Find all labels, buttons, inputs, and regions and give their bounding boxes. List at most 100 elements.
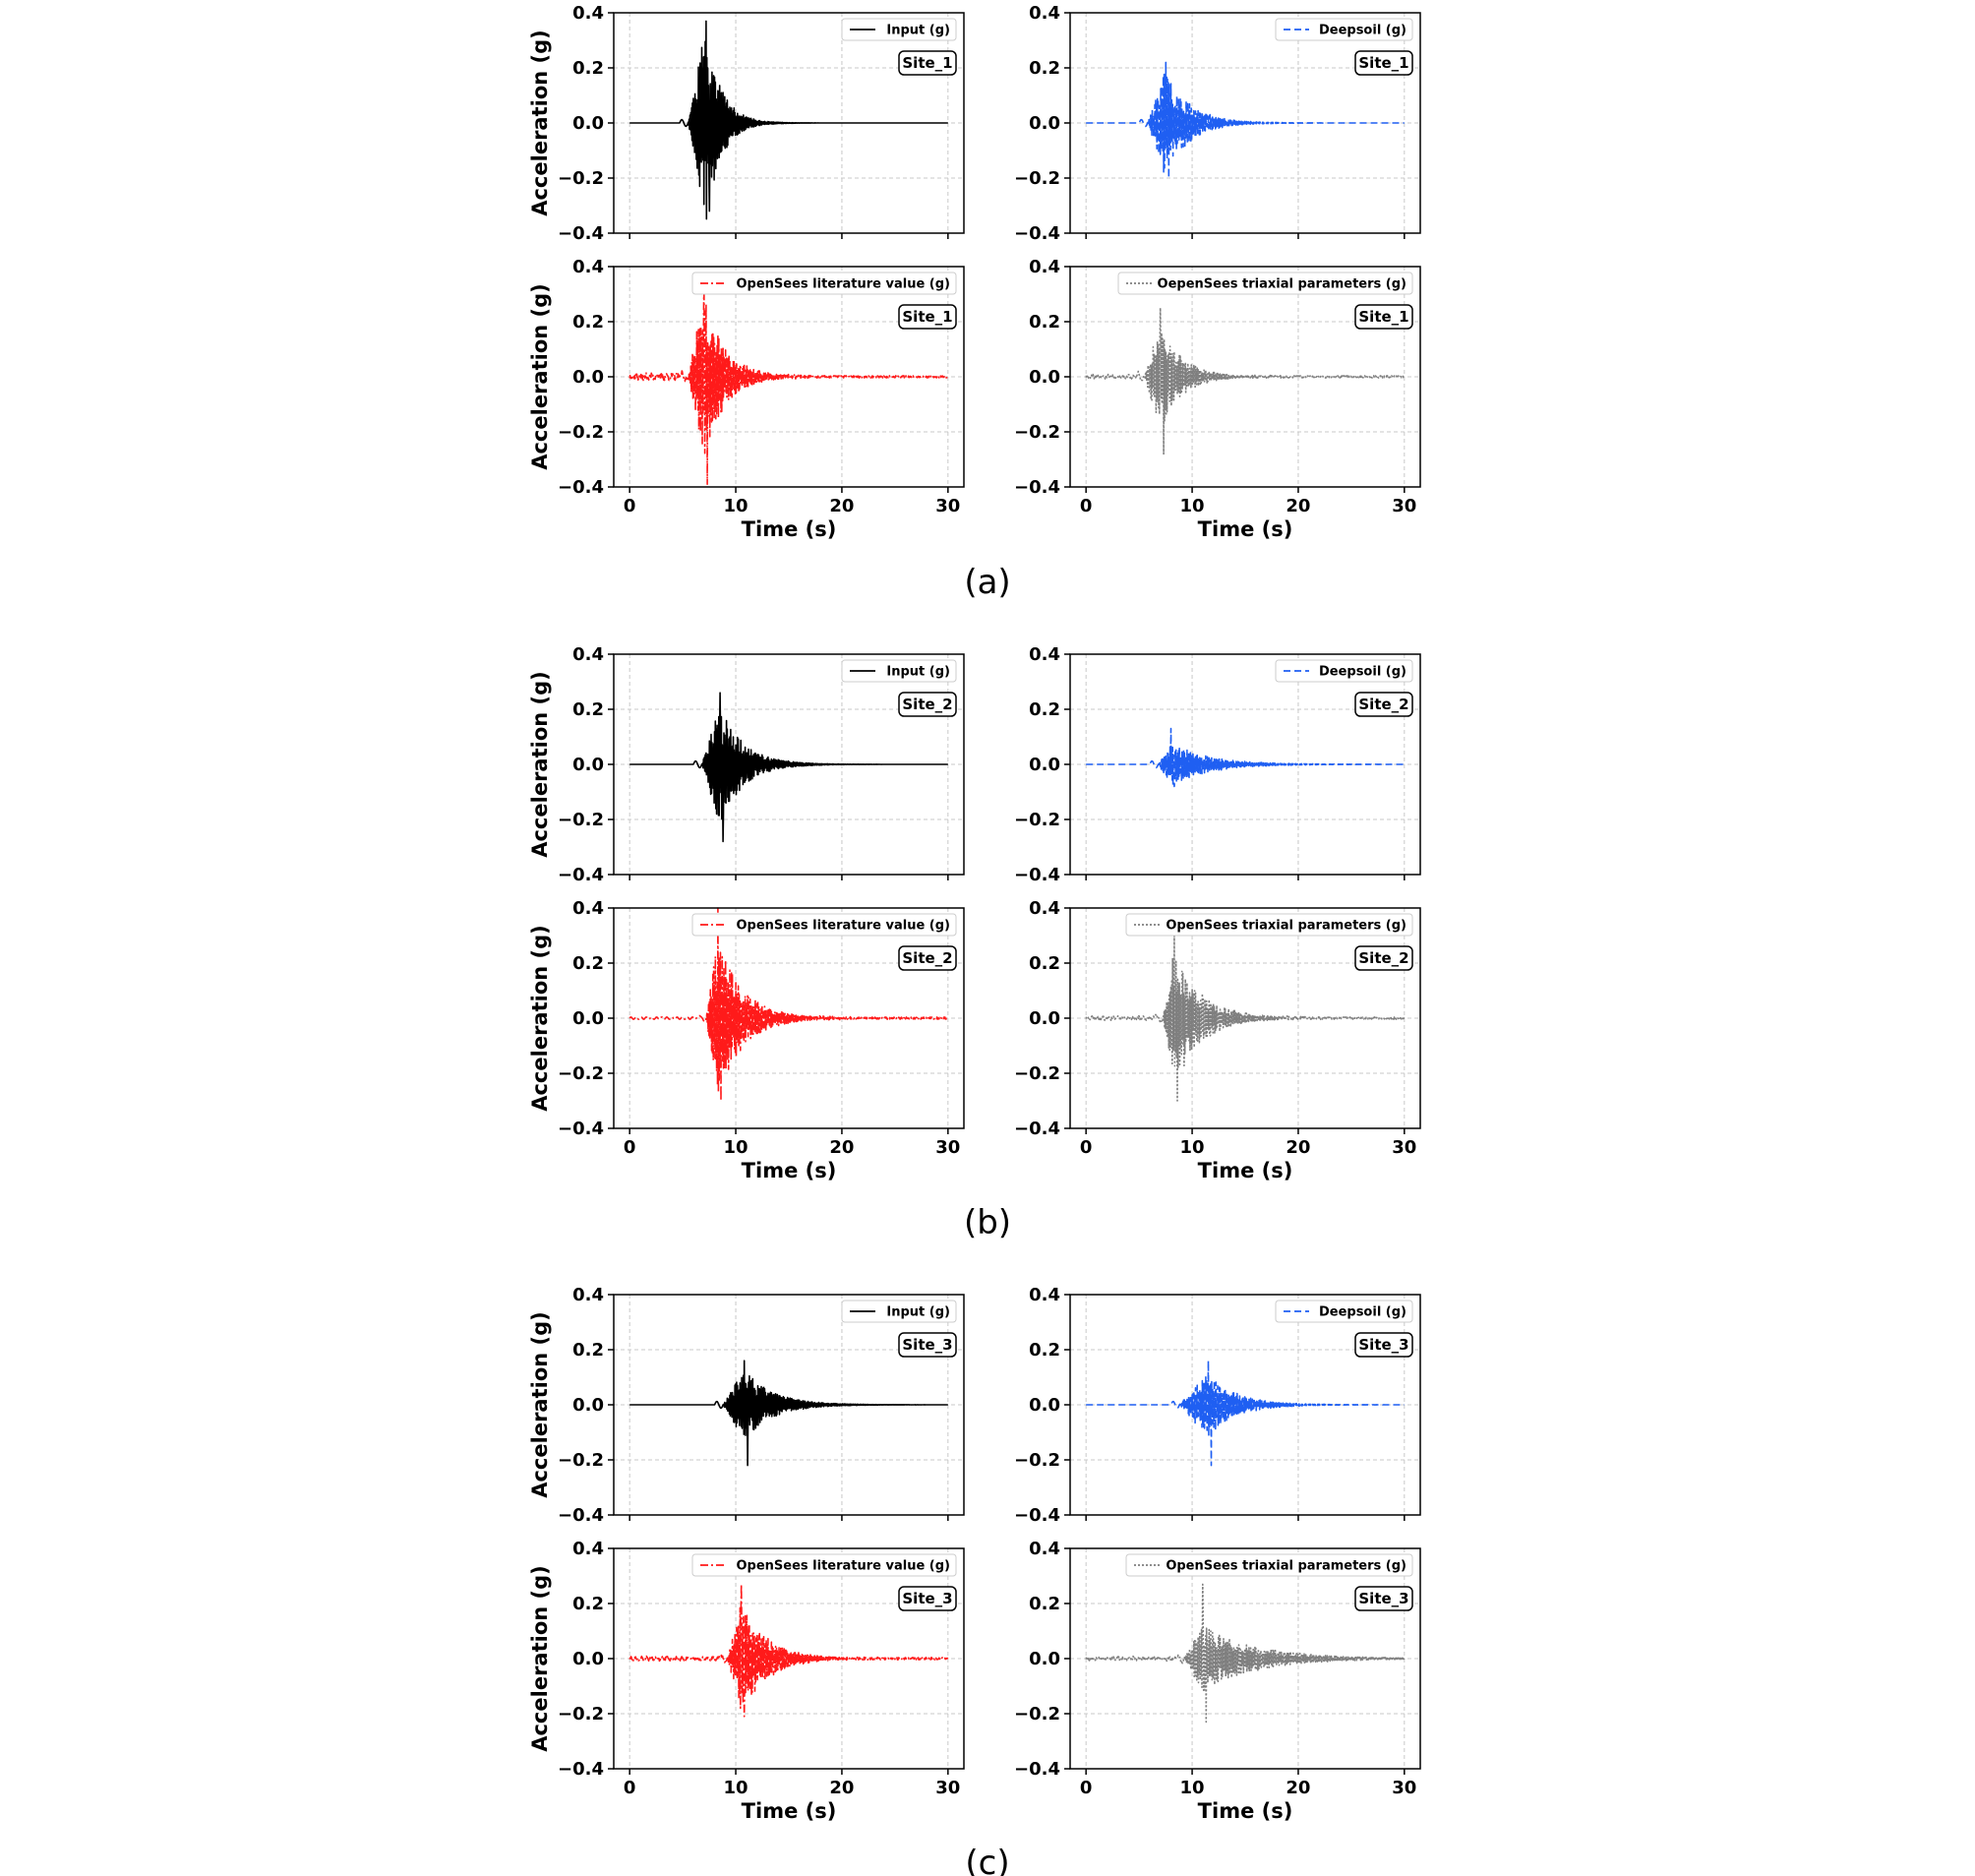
legend-label: OpenSees literature value (g) [736,277,950,292]
y-tick-label: 0.0 [572,113,604,134]
y-tick-label: −0.2 [1014,168,1060,189]
y-tick-label: −0.2 [558,168,604,189]
y-tick-label: 0.4 [1029,1539,1060,1559]
site-label: Site_1 [1358,308,1408,326]
legend-label: Deepsoil (g) [1319,1305,1406,1320]
x-axis-label: Time (s) [742,1159,837,1182]
series-line-opensees_lit [628,907,949,1102]
x-tick-label: 10 [724,1137,748,1158]
y-tick-label: 0.0 [1029,113,1060,134]
site-label: Site_3 [902,1590,952,1607]
legend-label: OpenSees literature value (g) [736,1559,950,1574]
legend-label: OpenSees literature value (g) [736,919,950,934]
y-tick-label: 0.0 [572,367,604,388]
y-tick-label: −0.4 [1014,223,1060,244]
y-tick-label: 0.0 [572,1649,604,1669]
x-tick-label: 30 [1392,496,1416,516]
legend-label: Input (g) [886,1305,950,1320]
y-tick-label: −0.4 [1014,1119,1060,1139]
y-tick-label: −0.4 [1014,477,1060,498]
x-tick-label: 10 [1180,1778,1205,1798]
x-tick-label: 20 [1286,1778,1310,1798]
y-tick-label: 0.2 [572,1594,604,1614]
y-tick-label: 0.2 [1029,699,1060,720]
y-axis-label: Acceleration (g) [528,1311,552,1498]
legend-label: OepenSees triaxial parameters (g) [1158,277,1406,292]
y-tick-label: −0.4 [558,223,604,244]
y-axis-label: Acceleration (g) [528,30,552,216]
y-tick-label: −0.2 [558,1704,604,1725]
legend-box [691,1553,957,1577]
subplot-b-1: −0.4 −0.2 0.0 0.2 0.4 Acceleration (g) Input (… [528,644,965,885]
subplot-c-1: −0.4 −0.2 0.0 0.2 0.4 Acceleration (g) Input (… [528,1285,965,1526]
legend-label: Deepsoil (g) [1319,665,1406,680]
x-tick-label: 30 [1392,1778,1416,1798]
x-axis-label: Time (s) [1198,1159,1293,1182]
x-axis-label: Time (s) [742,1799,837,1823]
x-tick-label: 10 [1180,1137,1205,1158]
y-tick-label: −0.4 [558,477,604,498]
y-tick-label: 0.4 [572,257,604,277]
series-line-deepsoil [1085,61,1406,179]
x-tick-label: 0 [1080,496,1093,516]
series-line-opensees_lit [628,276,949,485]
y-tick-label: −0.2 [558,1450,604,1471]
subplot-a-2: −0.4 −0.2 0.0 0.2 0.4 Deepsoil (g) Site_1 [1014,3,1421,244]
legend-box [841,18,957,41]
y-tick-label: 0.4 [572,1285,604,1305]
y-tick-label: 0.4 [1029,1285,1060,1305]
site-badge [1354,945,1413,971]
x-tick-label: 10 [724,1778,748,1798]
x-tick-label: 0 [1080,1137,1093,1158]
x-tick-label: 20 [829,496,854,516]
y-tick-label: −0.2 [1014,810,1060,830]
y-tick-label: 0.0 [572,755,604,775]
y-tick-label: −0.4 [558,1119,604,1139]
caption-c: (c) [965,1844,1009,1876]
x-tick-label: 0 [1080,1778,1093,1798]
y-tick-label: 0.2 [1029,1340,1060,1361]
y-tick-label: −0.4 [1014,1759,1060,1780]
y-tick-label: −0.4 [558,865,604,885]
y-tick-label: −0.2 [1014,422,1060,443]
y-tick-label: 0.4 [1029,898,1060,919]
y-tick-label: 0.4 [1029,3,1060,24]
site-label: Site_3 [1358,1336,1408,1354]
x-tick-label: 30 [935,1137,960,1158]
site-label: Site_2 [902,696,952,713]
legend-box [1125,913,1413,937]
x-tick-label: 0 [624,1778,636,1798]
y-tick-label: 0.0 [1029,755,1060,775]
y-tick-label: 0.0 [1029,367,1060,388]
y-tick-label: −0.4 [1014,1505,1060,1526]
y-tick-label: 0.0 [1029,1649,1060,1669]
y-tick-label: 0.4 [572,1539,604,1559]
series-line-input [628,20,949,220]
y-tick-label: 0.0 [1029,1395,1060,1416]
site-badge [1354,1586,1413,1611]
y-tick-label: 0.4 [1029,644,1060,665]
site-badge [898,1586,957,1611]
site-badge [898,945,957,971]
subplot-c-3: −0.4 −0.2 0.0 0.2 0.4 0 10 20 30 Acceleration (g)… [528,1539,965,1823]
y-tick-label: −0.2 [558,1063,604,1084]
site-badge [1354,1332,1413,1358]
x-tick-label: 20 [829,1137,854,1158]
x-axis-label: Time (s) [1198,1799,1293,1823]
y-tick-label: −0.2 [558,810,604,830]
legend-box [1125,1553,1413,1577]
site-label: Site_3 [902,1336,952,1354]
legend-label: OpenSees triaxial parameters (g) [1166,919,1406,934]
y-tick-label: −0.4 [558,1759,604,1780]
y-tick-label: −0.2 [1014,1063,1060,1084]
site-label: Site_1 [902,54,952,72]
x-tick-label: 30 [935,1778,960,1798]
site-label: Site_2 [1358,696,1408,713]
caption-b: (b) [964,1203,1011,1242]
legend-box [1275,659,1413,683]
y-tick-label: 0.2 [572,953,604,974]
y-tick-label: 0.2 [572,312,604,333]
legend-box [841,659,957,683]
subplot-a-1: −0.4 −0.2 0.0 0.2 0.4 Acceleration (g) Input (… [528,3,965,244]
series-line-input [628,1360,949,1467]
